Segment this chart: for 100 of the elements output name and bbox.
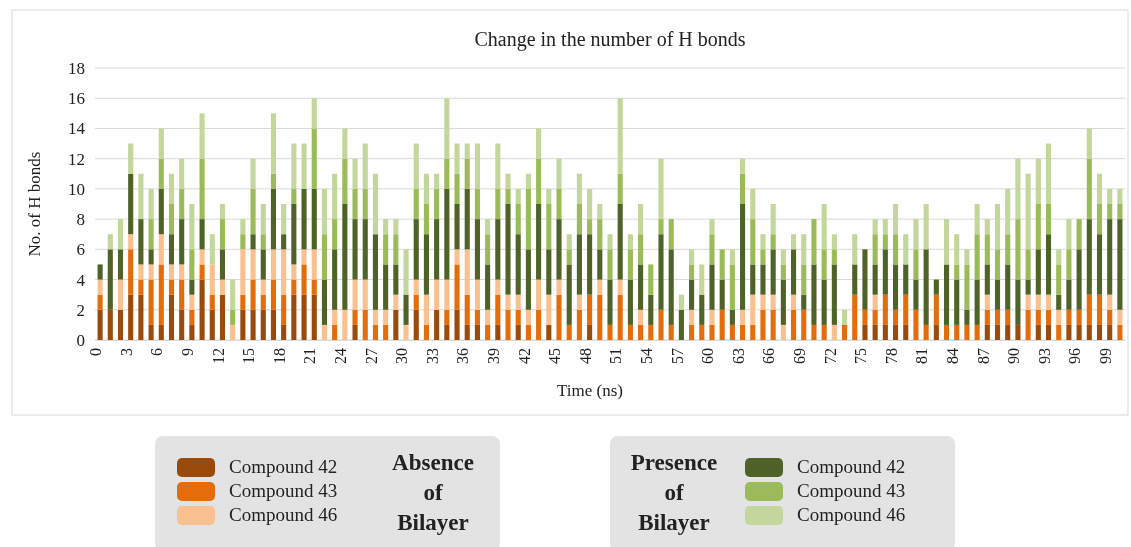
bar bbox=[260, 249, 266, 280]
bar bbox=[525, 309, 531, 325]
bar bbox=[964, 264, 970, 310]
bar bbox=[689, 279, 695, 310]
bar bbox=[658, 158, 664, 220]
bar bbox=[434, 309, 440, 340]
bar bbox=[566, 249, 572, 265]
bar bbox=[515, 324, 521, 340]
bar bbox=[525, 188, 531, 250]
bar bbox=[750, 188, 756, 220]
x-tick-label: 27 bbox=[362, 348, 380, 364]
bar bbox=[413, 309, 419, 340]
bar bbox=[1096, 173, 1103, 204]
bar bbox=[240, 234, 246, 250]
bar bbox=[791, 309, 797, 340]
bar bbox=[464, 158, 470, 189]
bar bbox=[791, 249, 797, 295]
bar bbox=[699, 324, 705, 340]
bar bbox=[332, 219, 338, 250]
bar bbox=[505, 294, 511, 310]
y-tick-label: 10 bbox=[68, 179, 85, 199]
bar bbox=[464, 324, 470, 340]
bar bbox=[1035, 294, 1041, 310]
bar bbox=[913, 309, 919, 340]
bar bbox=[270, 279, 277, 310]
bar bbox=[974, 234, 980, 280]
bar bbox=[1096, 324, 1103, 340]
bar bbox=[760, 234, 766, 250]
bar bbox=[954, 264, 960, 280]
x-tick-label: 69 bbox=[790, 348, 808, 364]
bar bbox=[1005, 188, 1011, 235]
bar bbox=[434, 188, 440, 220]
bar bbox=[158, 188, 164, 235]
bar bbox=[984, 264, 990, 295]
bar bbox=[117, 279, 124, 310]
bar bbox=[1005, 234, 1011, 265]
bar bbox=[872, 219, 878, 235]
bar bbox=[434, 219, 440, 280]
bar bbox=[158, 264, 164, 325]
bar bbox=[943, 324, 950, 340]
bar bbox=[393, 309, 399, 340]
bar bbox=[168, 234, 175, 265]
bar bbox=[403, 249, 409, 295]
bar bbox=[1005, 324, 1011, 340]
bar bbox=[729, 264, 735, 310]
bar bbox=[760, 264, 766, 295]
bar bbox=[821, 204, 827, 250]
bar bbox=[413, 188, 419, 220]
bar bbox=[668, 219, 674, 250]
bar bbox=[393, 264, 399, 295]
x-tick-label: 96 bbox=[1066, 348, 1084, 364]
bar bbox=[984, 309, 990, 325]
bar bbox=[994, 279, 1001, 310]
bar bbox=[485, 234, 491, 265]
bar bbox=[576, 204, 582, 235]
bar bbox=[219, 294, 226, 340]
bar bbox=[536, 204, 542, 280]
bar bbox=[321, 279, 328, 325]
bar bbox=[383, 264, 389, 310]
bar bbox=[974, 324, 980, 340]
legend-label: Compound 46 bbox=[229, 504, 338, 525]
bar bbox=[505, 173, 511, 189]
bar bbox=[230, 309, 236, 325]
bar bbox=[423, 324, 429, 340]
bar bbox=[148, 324, 154, 340]
bar bbox=[168, 294, 175, 340]
bar bbox=[281, 204, 287, 235]
bar bbox=[831, 264, 837, 325]
y-tick-label: 18 bbox=[68, 58, 85, 78]
bar bbox=[321, 234, 328, 280]
bar bbox=[770, 234, 776, 250]
x-tick-label: 45 bbox=[546, 348, 564, 364]
bar bbox=[627, 249, 633, 280]
bar bbox=[148, 188, 154, 220]
bar bbox=[199, 158, 205, 220]
y-tick-label: 16 bbox=[68, 89, 85, 109]
bar bbox=[974, 204, 980, 235]
bar bbox=[1096, 234, 1103, 295]
bar bbox=[913, 249, 919, 280]
bar bbox=[821, 249, 827, 280]
bar bbox=[576, 294, 582, 310]
bar bbox=[1035, 204, 1041, 250]
bar bbox=[872, 234, 878, 265]
bar bbox=[954, 234, 960, 265]
bar bbox=[607, 249, 613, 280]
bar bbox=[281, 294, 287, 325]
bar bbox=[291, 279, 297, 295]
bar bbox=[423, 204, 429, 235]
y-axis-title: No. of H bonds bbox=[25, 151, 44, 257]
bar bbox=[709, 324, 715, 340]
x-tick-label: 6 bbox=[148, 348, 166, 356]
x-tick-label: 81 bbox=[913, 348, 931, 364]
bar bbox=[332, 324, 338, 340]
bar bbox=[393, 219, 399, 235]
bar bbox=[444, 158, 450, 189]
x-tick-label: 66 bbox=[760, 348, 778, 364]
bar bbox=[638, 234, 644, 265]
bar bbox=[658, 234, 664, 310]
bar bbox=[495, 219, 501, 280]
bar bbox=[474, 188, 480, 220]
